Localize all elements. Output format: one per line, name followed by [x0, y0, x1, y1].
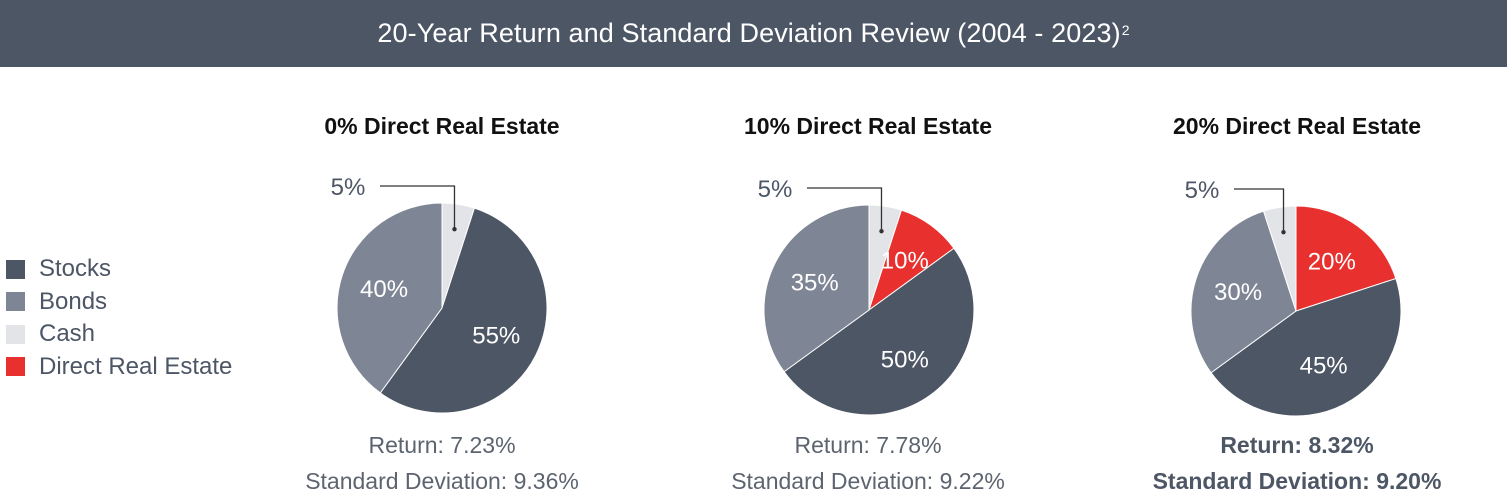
- pie-2-slice-direct-real-estate: [1295, 205, 1397, 312]
- pie-1-label-stocks: 50%: [881, 346, 929, 373]
- legend-swatch-bonds: [6, 292, 25, 312]
- pie-2-label-cash: 5%: [1185, 177, 1220, 204]
- legend-item-bonds: Bonds: [6, 286, 232, 319]
- std-dev-value-2: Standard Deviation: 9.20%: [1152, 468, 1442, 494]
- pie-2-cash-callout-line: [1234, 188, 1285, 233]
- chart-banner-title: 20-Year Return and Standard Deviation Re…: [0, 0, 1507, 67]
- pie-0-label-stocks: 55%: [472, 323, 520, 350]
- return-value-0: Return: 7.23%: [368, 432, 516, 458]
- legend-label-stocks: Stocks: [39, 255, 112, 283]
- pie-2-slice-cash: [1262, 205, 1297, 312]
- legend-label-bonds: Bonds: [39, 287, 108, 315]
- pie-title-1: 10% Direct Real Estate: [743, 113, 992, 139]
- pie-1-slice-stocks: [783, 247, 975, 416]
- legend-item-stocks: Stocks: [6, 253, 232, 286]
- pie-0-slice-bonds: [336, 202, 443, 394]
- pie-2-slice-stocks: [1210, 277, 1402, 417]
- pie-1-slice-bonds: [763, 204, 870, 373]
- pie-1-label-bonds: 35%: [791, 269, 839, 296]
- pie-title-0: 0% Direct Real Estate: [324, 113, 560, 139]
- pie-0-slice-stocks: [379, 207, 548, 414]
- pie-1-label-direct-real-estate: 10%: [881, 248, 929, 275]
- return-value-1: Return: 7.78%: [794, 432, 942, 458]
- footnote-marker: 2: [1121, 21, 1130, 38]
- legend-swatch-cash: [6, 324, 25, 344]
- banner-title-text: 20-Year Return and Standard Deviation Re…: [377, 18, 1121, 48]
- std-dev-value-1: Standard Deviation: 9.22%: [731, 468, 1005, 494]
- pie-2-label-bonds: 30%: [1214, 279, 1262, 306]
- return-value-2: Return: 8.32%: [1220, 432, 1374, 458]
- pie-0-cash-callout-line: [380, 185, 456, 230]
- legend-item-direct-real-estate: Direct Real Estate: [6, 351, 232, 384]
- std-dev-value-0: Standard Deviation: 9.36%: [305, 468, 579, 494]
- legend-label-cash: Cash: [39, 320, 96, 348]
- pie-2-slice-bonds: [1190, 210, 1297, 374]
- pie-title-2: 20% Direct Real Estate: [1172, 113, 1421, 139]
- pie-0-label-cash: 5%: [331, 174, 366, 201]
- legend-swatch-stocks: [6, 259, 25, 279]
- pie-0-label-bonds: 40%: [360, 276, 408, 303]
- legend-item-cash: Cash: [6, 318, 232, 351]
- pie-1-cash-callout-line: [807, 187, 883, 232]
- legend-label-direct-real-estate: Direct Real Estate: [39, 352, 233, 380]
- legend-swatch-direct-real-estate: [6, 357, 25, 377]
- legend: Stocks Bonds Cash Direct Real Estate: [6, 253, 232, 383]
- pie-2-label-stocks: 45%: [1300, 352, 1348, 379]
- pie-1-label-cash: 5%: [758, 176, 793, 203]
- pie-2-label-direct-real-estate: 20%: [1308, 249, 1356, 276]
